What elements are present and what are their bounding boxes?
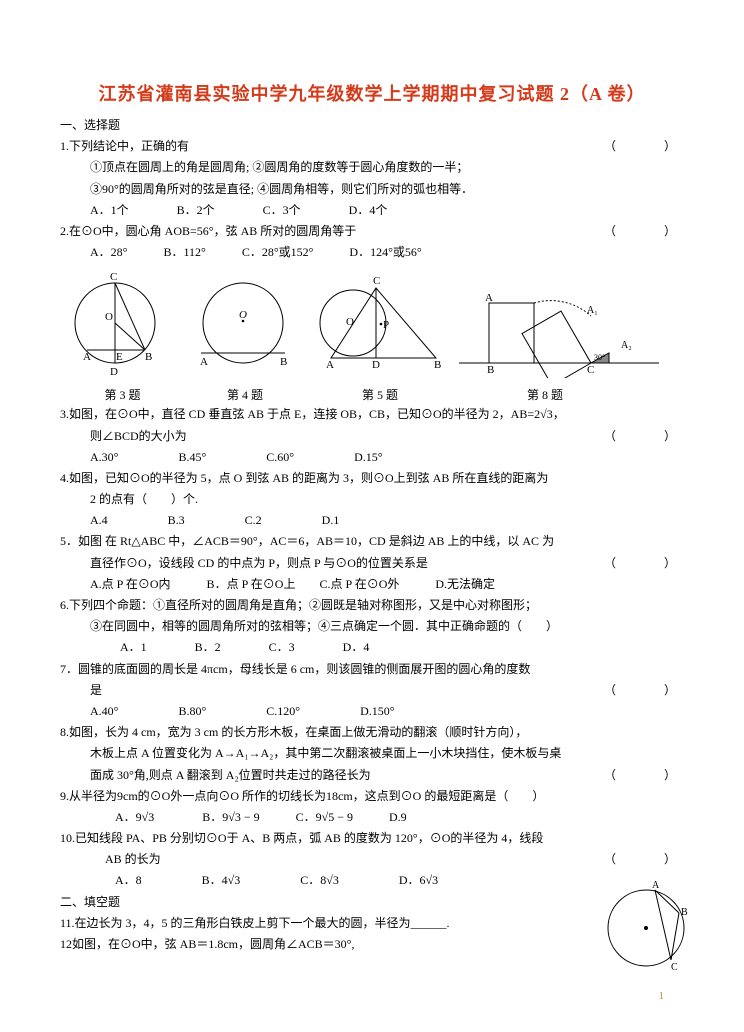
q5-paren: （ ）	[604, 554, 684, 573]
svg-text:B: B	[487, 364, 494, 376]
q6-sub: ③在同圆中，相等的圆周角所对的弦相等；④三点确定一个圆．其中正确命题的（ ）	[60, 617, 684, 636]
fig-label-5: 第 5 题	[305, 386, 455, 403]
svg-text:P: P	[383, 319, 389, 331]
svg-text:O: O	[346, 316, 354, 328]
svg-text:A: A	[652, 880, 660, 891]
q11-stem: 11.在边长为 3，4，5 的三角形白铁皮上剪下一个最大的圆，半径为______…	[60, 914, 684, 933]
q3-paren: （ ）	[604, 427, 684, 446]
svg-text:C: C	[671, 962, 678, 973]
svg-text:O: O	[105, 311, 113, 323]
q8-sub1: 木板上点 A 位置变化为 A→A₁→A₂，其中第二次翻滚被桌面上一小木块挡住，使…	[60, 744, 684, 763]
figure-q8: A A₁ A₂ B C 30°	[459, 268, 659, 378]
q3-stem: 3.如图，在⊙O中，直径 CD 垂直弦 AB 于点 E，连接 OB，CB，已知⊙…	[60, 405, 684, 424]
q7-sub: （ ） 是	[60, 681, 684, 700]
q4-sub: 2 的点有（ ）个.	[60, 490, 684, 509]
figure-labels: 第 3 题 第 4 题 第 5 题 第 8 题	[60, 386, 684, 403]
svg-text:B: B	[681, 907, 688, 918]
q10-options: A．8 B．4√3 C．8√3 D．6√3	[60, 871, 684, 890]
q1-options: A．1个 B．2个 C．3个 D．4个	[60, 201, 684, 220]
q8-stem: 8.如图，长为 4 cm，宽为 3 cm 的长方形木板，在桌面上做无滑动的翻滚（…	[60, 723, 684, 742]
q8-sub2: （ ） 面成 30°角,则点 A 翻滚到 A₂位置时共走过的路径长为	[60, 766, 684, 785]
svg-text:B: B	[145, 351, 152, 363]
q3-sub: （ ） 则∠BCD的大小为	[60, 427, 684, 446]
q7-stem: 7．圆锥的底面圆的周长是 4πcm，母线长是 6 cm，则该圆锥的侧面展开图的圆…	[60, 660, 684, 679]
svg-text:A: A	[326, 359, 334, 371]
q10-paren: （ ）	[604, 850, 684, 869]
fig-label-3: 第 3 题	[60, 386, 185, 403]
figure-q5: C A B D O P	[306, 268, 456, 378]
q1-sub1: ①顶点在圆周上的角是圆周角; ②圆周角的度数等于圆心角度数的一半；	[60, 158, 684, 177]
q2-stem: （ ） 2.在⊙O中，圆心角 AOB=56°，弦 AB 所对的圆周角等于	[60, 222, 684, 241]
q7-paren: （ ）	[604, 681, 684, 700]
q8-sub2-text: 面成 30°角,则点 A 翻滚到 A₂位置时共走过的路径长为	[90, 768, 371, 782]
q1-stem: （ ） 1.下列结论中，正确的有	[60, 137, 684, 156]
q1-text: 1.下列结论中，正确的有	[60, 139, 189, 153]
q5-sub: （ ） 直径作⊙O，设线段 CD 的中点为 P，则点 P 与⊙O的位置关系是	[60, 554, 684, 573]
q1-sub2: ③90°的圆周角所对的弦是直径; ④圆周角相等，则它们所对的弧也相等．	[60, 180, 684, 199]
q6-options: A．1 B．2 C．3 D．4	[60, 638, 684, 657]
svg-text:A: A	[200, 356, 208, 368]
page-number: 1	[659, 990, 665, 1002]
svg-text:E: E	[116, 351, 123, 363]
q9-stem: 9.从半径为9cm的⊙O外一点向⊙O 所作的切线长为18cm，这点到⊙O 的最短…	[60, 787, 684, 806]
q5-stem: 5．如图 在 Rt△ABC 中，∠ACB＝90°，AC＝6，AB＝10，CD 是…	[60, 532, 684, 551]
q4-options: A.4 B.3 C.2 D.1	[60, 511, 684, 530]
svg-text:B: B	[280, 356, 287, 368]
svg-text:A₂: A₂	[621, 340, 632, 351]
q4-stem: 4.如图，已知⊙O的半径为 5，点 O 到弦 AB 的距离为 3，则⊙O上到弦 …	[60, 469, 684, 488]
q10-sub: （ ） AB 的长为	[60, 850, 684, 869]
svg-text:30°: 30°	[594, 353, 605, 362]
fig-label-4: 第 4 题	[185, 386, 305, 403]
q12-stem: 12如图，在⊙O中，弦 AB＝1.8cm，圆周角∠ACB＝30°,	[60, 935, 684, 954]
svg-text:C: C	[587, 364, 594, 376]
q1-paren: （ ）	[604, 137, 684, 156]
q10-sub-text: AB 的长为	[105, 852, 161, 866]
svg-text:C: C	[110, 271, 117, 283]
q2-text: 2.在⊙O中，圆心角 AOB=56°，弦 AB 所对的圆周角等于	[60, 224, 356, 238]
figure-q12: A B C	[599, 878, 694, 973]
q9-options: A．9√3 B．9√3 − 9 C．9√5 − 9 D.9	[60, 808, 684, 827]
q3-sub-text: 则∠BCD的大小为	[90, 429, 187, 443]
figure-q3: C O A B E D	[60, 268, 180, 378]
svg-text:D: D	[372, 359, 380, 371]
q6-stem: 6.下列四个命题：①直径所对的圆周角是直角；②圆既是轴对称图形，又是中心对称图形…	[60, 596, 684, 615]
section-2-heading: 二、填空题	[60, 893, 684, 912]
svg-text:A: A	[83, 351, 91, 363]
q3-options: A.30° B.45° C.60° D.15°	[60, 448, 684, 467]
q2-options: A．28° B．112° C．28°或152° D．124°或56°	[60, 243, 684, 262]
fig-label-8: 第 8 题	[455, 386, 635, 403]
q2-paren: （ ）	[604, 222, 684, 241]
q7-options: A.40° B.80° C.120° D.150°	[60, 702, 684, 721]
q10-stem: 10.已知线段 PA、PB 分别切⊙O于 A、B 两点，弧 AB 的度数为 12…	[60, 829, 684, 848]
q5-sub-text: 直径作⊙O，设线段 CD 的中点为 P，则点 P 与⊙O的位置关系是	[90, 556, 428, 570]
page-title: 江苏省灌南县实验中学九年级数学上学期期中复习试题 2（A 卷）	[60, 80, 684, 106]
svg-text:C: C	[373, 275, 380, 287]
svg-text:D: D	[110, 366, 118, 378]
section-1-heading: 一、选择题	[60, 116, 684, 135]
svg-text:B: B	[434, 359, 441, 371]
svg-text:A: A	[485, 292, 493, 304]
svg-text:O: O	[239, 309, 247, 321]
q7-sub-text: 是	[90, 683, 102, 697]
svg-text:A₁: A₁	[587, 305, 598, 316]
q8-paren: （ ）	[604, 766, 684, 785]
figure-q4: O A B	[183, 268, 303, 378]
q5-options: A.点 P 在⊙O内 B．点 P 在⊙O上 C.点 P 在⊙O外 D.无法确定	[60, 575, 684, 594]
figure-row: C O A B E D O A B C A B D O P	[60, 268, 684, 378]
